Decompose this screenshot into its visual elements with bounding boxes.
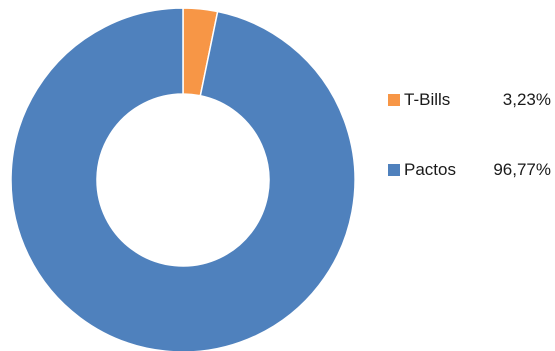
- legend-swatch-pactos: [388, 164, 400, 176]
- legend-label-t-bills: T-Bills: [404, 90, 451, 109]
- legend-value-t-bills: 3,23%: [502, 90, 551, 109]
- legend-item-pactos: Pactos 96,77%: [388, 158, 555, 182]
- legend-item-t-bills: T-Bills 3,23%: [388, 88, 555, 112]
- legend-value-pactos: 96,77%: [493, 160, 551, 179]
- slice-pactos: [10, 7, 356, 351]
- legend-swatch-t-bills: [388, 94, 400, 106]
- chart-legend: T-Bills 3,23% Pactos 96,77%: [388, 88, 555, 182]
- legend-label-pactos: Pactos: [404, 160, 456, 179]
